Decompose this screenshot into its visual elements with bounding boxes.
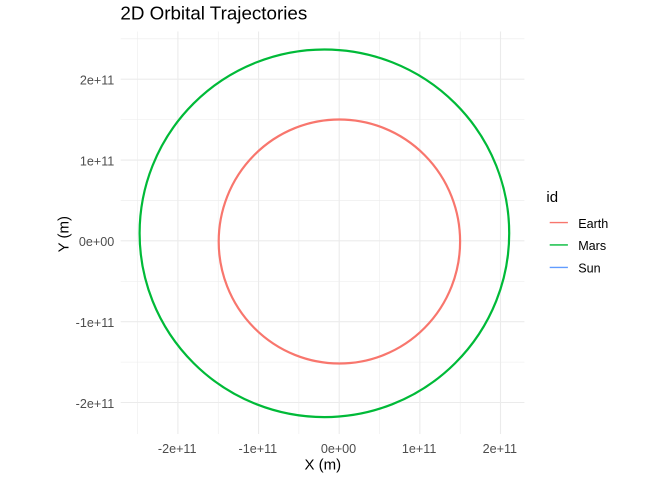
svg-text:X (m): X (m) (304, 457, 341, 474)
svg-text:-2e+11: -2e+11 (158, 442, 197, 456)
svg-text:Mars: Mars (578, 239, 606, 253)
svg-text:0e+00: 0e+00 (79, 235, 114, 249)
svg-text:-1e+11: -1e+11 (239, 442, 278, 456)
svg-text:0e+00: 0e+00 (321, 442, 356, 456)
svg-text:Y (m): Y (m) (55, 216, 72, 252)
svg-text:2e+11: 2e+11 (483, 442, 517, 456)
svg-text:Earth: Earth (578, 217, 608, 231)
svg-text:id: id (546, 189, 558, 206)
svg-text:-1e+11: -1e+11 (76, 316, 115, 330)
svg-text:2e+11: 2e+11 (80, 74, 114, 88)
svg-text:-2e+11: -2e+11 (76, 397, 115, 411)
svg-text:Sun: Sun (578, 262, 600, 276)
svg-text:1e+11: 1e+11 (80, 154, 114, 168)
svg-text:1e+11: 1e+11 (402, 442, 436, 456)
svg-text:2D Orbital Trajectories: 2D Orbital Trajectories (120, 3, 307, 24)
